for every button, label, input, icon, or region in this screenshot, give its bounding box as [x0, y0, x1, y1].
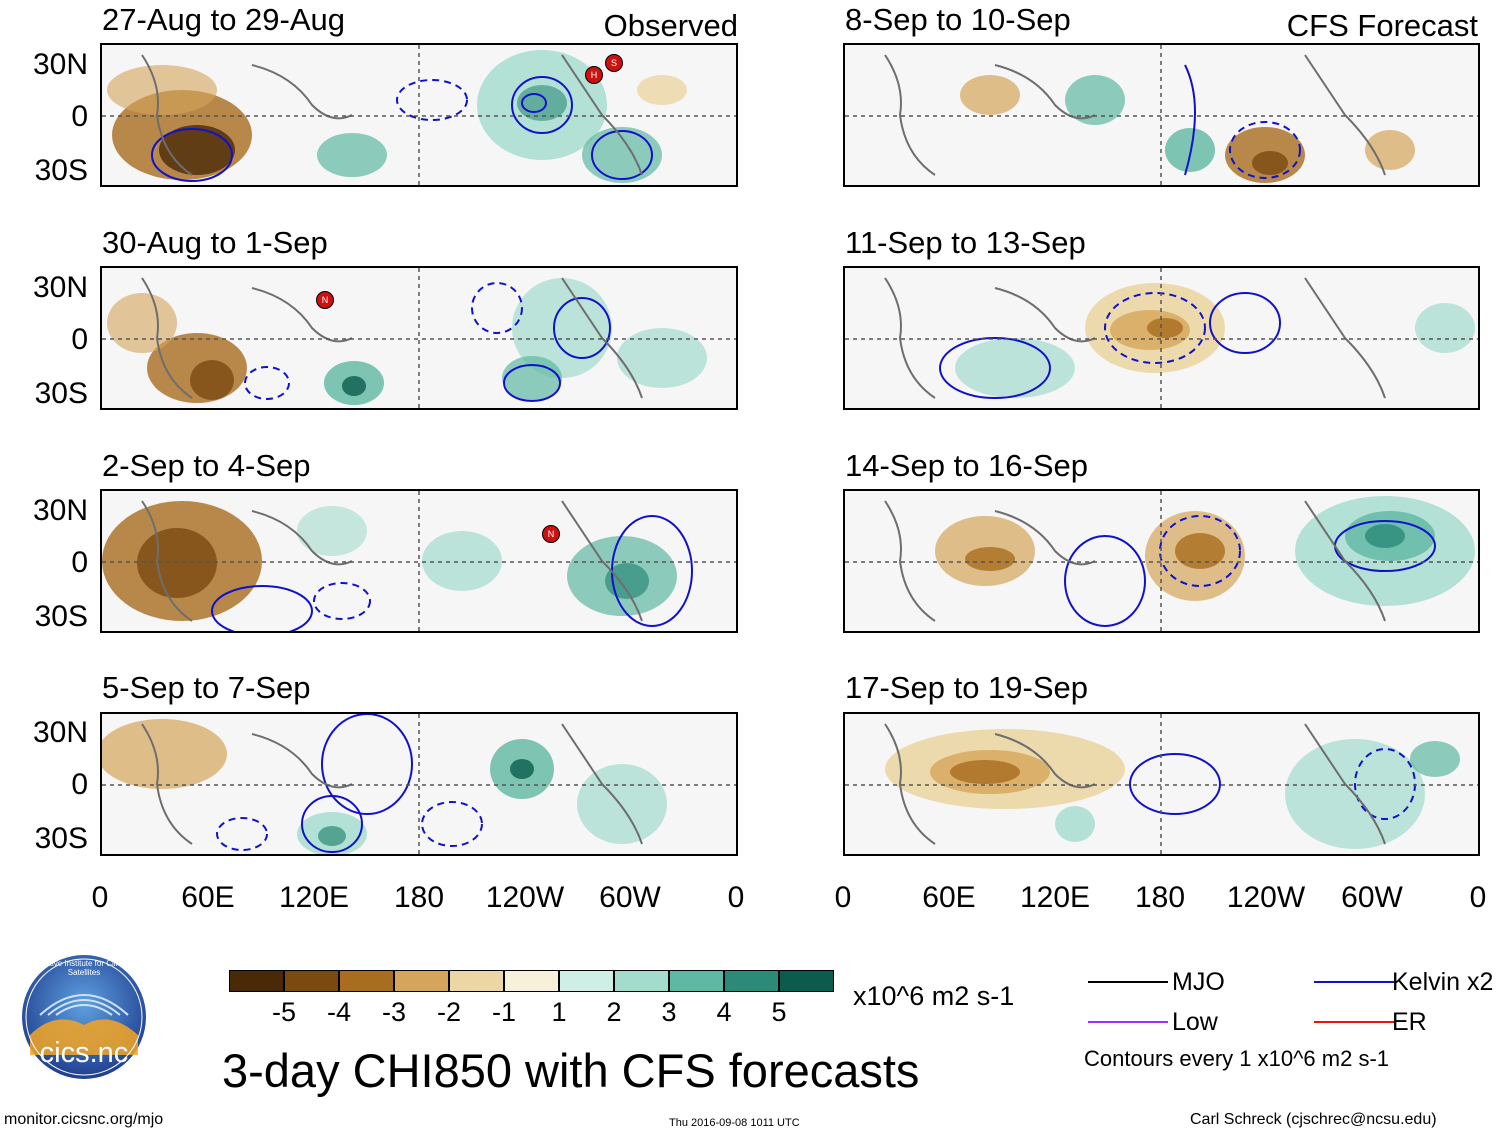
- logo-arc-text: Cooperative Institute for Climate and Sa…: [19, 959, 149, 977]
- panel-title: 8-Sep to 10-Sep: [845, 2, 1071, 37]
- lon-tick: 60E: [922, 881, 976, 914]
- legend-er-label: ER: [1392, 1008, 1427, 1036]
- colorbar-swatch: [614, 970, 669, 992]
- storm-marker: N: [542, 525, 560, 543]
- legend-kelvin-line: [1314, 981, 1394, 983]
- colorbar-label: 4: [716, 997, 732, 1027]
- lat-tick: 30N: [32, 494, 88, 527]
- lon-tick: 60W: [1341, 881, 1403, 914]
- panel-title: 5-Sep to 7-Sep: [102, 670, 311, 705]
- footer-author: Carl Schreck (cjschrec@ncsu.edu): [1190, 1111, 1437, 1128]
- legend-er-line: [1314, 1021, 1394, 1023]
- lat-tick: 0: [71, 768, 88, 801]
- lat-tick: 0: [71, 323, 88, 356]
- panel-title: 27-Aug to 29-Aug: [102, 2, 346, 37]
- map-panel: [100, 266, 738, 410]
- map-panel: [100, 712, 738, 856]
- panel-title: 30-Aug to 1-Sep: [102, 225, 328, 260]
- panel-title: 17-Sep to 19-Sep: [845, 670, 1089, 705]
- footer-timestamp: Thu 2016-09-08 1011 UTC: [669, 1117, 800, 1129]
- observed-label: Observed: [603, 8, 738, 43]
- colorbar-label: -1: [491, 997, 516, 1027]
- colorbar-swatch: [449, 970, 504, 992]
- logo-text: cics.nc: [39, 1037, 129, 1069]
- lat-tick: 0: [71, 546, 88, 579]
- legend-note: Contours every 1 x10^6 m2 s-1: [1084, 1046, 1390, 1071]
- colorbar-swatch: [724, 970, 779, 992]
- legend-kelvin-label: Kelvin x2: [1392, 968, 1494, 996]
- forecast-label: CFS Forecast: [1286, 8, 1478, 43]
- lon-tick: 0: [834, 881, 852, 914]
- storm-marker: H: [585, 66, 603, 84]
- lon-tick: 120W: [1226, 881, 1306, 914]
- lon-tick: 0: [91, 881, 109, 914]
- lon-tick: 180: [393, 881, 445, 914]
- storm-marker: S: [605, 54, 623, 72]
- map-panel: [843, 43, 1480, 187]
- colorbar-swatch: [504, 970, 559, 992]
- lat-tick: 30S: [34, 822, 88, 855]
- lon-tick: 120W: [485, 881, 565, 914]
- map-panel: [100, 43, 738, 187]
- panel-title: 2-Sep to 4-Sep: [102, 448, 311, 483]
- colorbar-label: -5: [271, 997, 296, 1027]
- colorbar-swatch: [779, 970, 834, 992]
- legend-low-line: [1088, 1021, 1168, 1023]
- colorbar-swatch: [229, 970, 284, 992]
- map-panel: [843, 489, 1480, 633]
- lat-tick: 30N: [32, 271, 88, 304]
- colorbar-label: 1: [551, 997, 567, 1027]
- colorbar-swatch: [284, 970, 339, 992]
- legend-mjo-label: MJO: [1172, 968, 1225, 996]
- legend-mjo-line: [1088, 981, 1168, 983]
- lon-tick: 120E: [1019, 881, 1091, 914]
- lon-tick: 0: [1469, 881, 1487, 914]
- colorbar-swatch: [559, 970, 614, 992]
- lat-tick: 30S: [34, 377, 88, 410]
- storm-marker: N: [316, 291, 334, 309]
- lat-tick: 30S: [34, 154, 88, 187]
- colorbar-units: x10^6 m2 s-1: [853, 981, 1015, 1011]
- colorbar-label: 3: [661, 997, 677, 1027]
- lat-tick: 30S: [34, 600, 88, 633]
- colorbar-swatch: [669, 970, 724, 992]
- lat-tick: 30N: [32, 716, 88, 749]
- panel-title: 11-Sep to 13-Sep: [845, 225, 1086, 260]
- colorbar-swatch: [339, 970, 394, 992]
- map-panel: [843, 266, 1480, 410]
- lon-tick: 0: [727, 881, 745, 914]
- lat-tick: 0: [71, 100, 88, 133]
- colorbar-label: 5: [771, 997, 787, 1027]
- lon-tick: 120E: [278, 881, 350, 914]
- map-panel: [843, 712, 1480, 856]
- panel-title: 14-Sep to 16-Sep: [845, 448, 1089, 483]
- colorbar-label: 2: [606, 997, 622, 1027]
- lon-tick: 180: [1134, 881, 1186, 914]
- lon-tick: 60E: [181, 881, 235, 914]
- colorbar-label: -2: [436, 997, 461, 1027]
- legend-low-label: Low: [1172, 1008, 1218, 1036]
- footer-url[interactable]: monitor.cicsnc.org/mjo: [4, 1111, 164, 1128]
- colorbar-swatch: [394, 970, 449, 992]
- main-title: 3-day CHI850 with CFS forecasts: [222, 1044, 920, 1097]
- map-panel: [100, 489, 738, 633]
- cics-logo: Cooperative Institute for Climate and Sa…: [10, 955, 158, 1080]
- colorbar-label: -4: [326, 997, 351, 1027]
- lat-tick: 30N: [32, 48, 88, 81]
- colorbar-label: -3: [381, 997, 406, 1027]
- lon-tick: 60W: [599, 881, 661, 914]
